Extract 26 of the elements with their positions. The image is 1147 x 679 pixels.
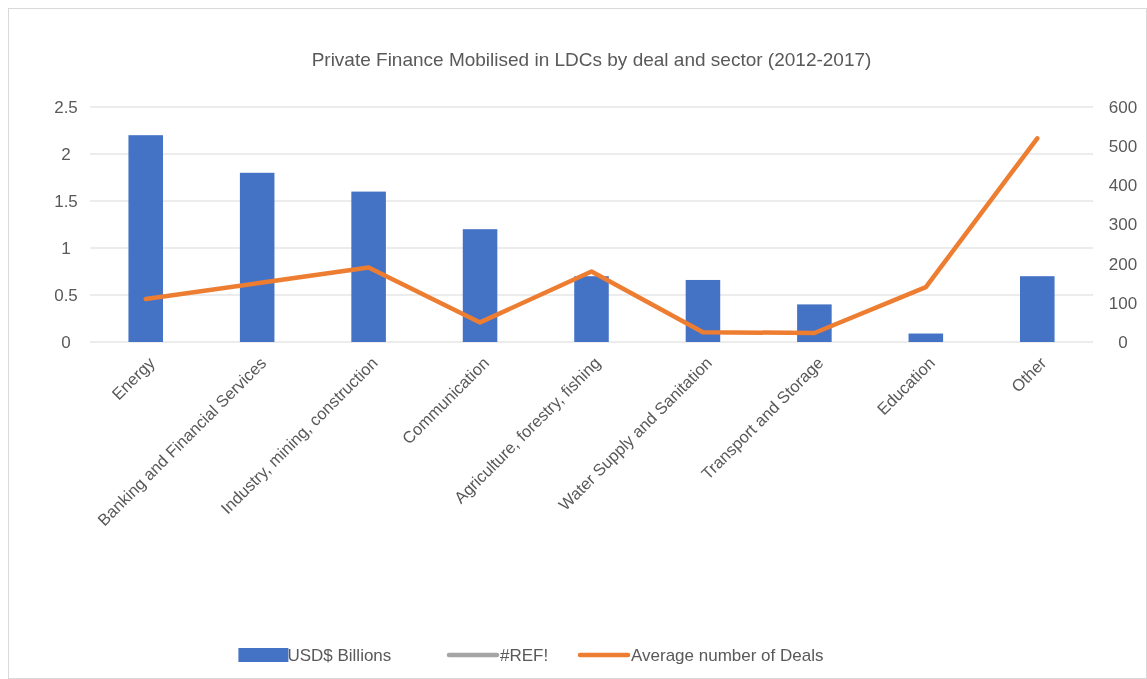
y-tick-label: 2.5 [54, 97, 78, 117]
bar [239, 172, 275, 342]
y2-tick-label: 200 [1108, 254, 1138, 274]
legend-label: USD$ Billions [287, 645, 392, 665]
chart-title: Private Finance Mobilised in LDCs by deal and sector (2012-2017) [311, 49, 872, 70]
y-tick-label: 1 [61, 238, 71, 258]
legend-label: Average number of Deals [631, 645, 824, 665]
y-tick-label: 2 [61, 144, 71, 164]
bar [574, 276, 609, 342]
legend-label: #REF! [500, 645, 549, 665]
y2-tick-label: 600 [1108, 97, 1138, 117]
y2-tick-label: 400 [1108, 176, 1138, 196]
y2-tick-label: 0 [1118, 332, 1128, 352]
bar [462, 229, 498, 342]
bar [128, 135, 163, 342]
bar [908, 333, 944, 342]
y-tick-label: 0.5 [54, 285, 78, 305]
y2-tick-label: 500 [1108, 137, 1138, 157]
bar [351, 191, 386, 342]
y2-tick-label: 100 [1108, 293, 1138, 313]
y-tick-label: 0 [61, 332, 71, 352]
bar [1020, 276, 1055, 342]
bar [685, 279, 721, 342]
y2-tick-label: 300 [1108, 215, 1138, 235]
y-tick-label: 1.5 [54, 191, 78, 211]
line-series [143, 136, 1040, 336]
